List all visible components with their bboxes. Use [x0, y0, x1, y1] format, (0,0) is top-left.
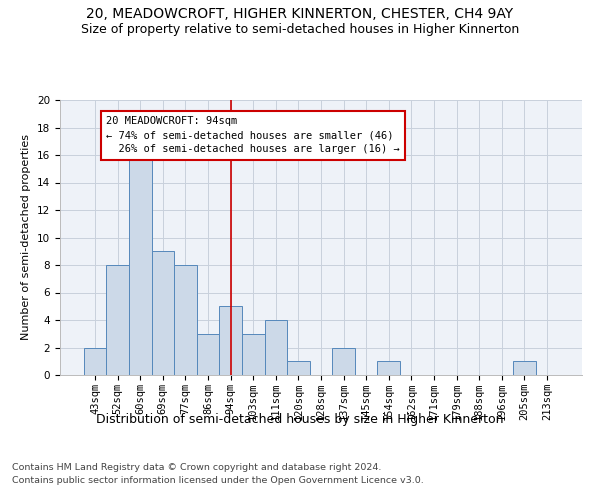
Bar: [174, 265, 197, 375]
Y-axis label: Number of semi-detached properties: Number of semi-detached properties: [22, 134, 31, 340]
Bar: [513, 361, 536, 375]
Text: Size of property relative to semi-detached houses in Higher Kinnerton: Size of property relative to semi-detach…: [81, 22, 519, 36]
Bar: [220, 306, 242, 375]
Bar: [287, 361, 310, 375]
Bar: [152, 251, 174, 375]
Bar: [129, 155, 152, 375]
Bar: [84, 348, 106, 375]
Bar: [242, 334, 265, 375]
Bar: [106, 265, 129, 375]
Text: 20, MEADOWCROFT, HIGHER KINNERTON, CHESTER, CH4 9AY: 20, MEADOWCROFT, HIGHER KINNERTON, CHEST…: [86, 8, 514, 22]
Text: Contains public sector information licensed under the Open Government Licence v3: Contains public sector information licen…: [12, 476, 424, 485]
Text: 20 MEADOWCROFT: 94sqm
← 74% of semi-detached houses are smaller (46)
  26% of se: 20 MEADOWCROFT: 94sqm ← 74% of semi-deta…: [106, 116, 400, 154]
Bar: [377, 361, 400, 375]
Bar: [197, 334, 220, 375]
Text: Distribution of semi-detached houses by size in Higher Kinnerton: Distribution of semi-detached houses by …: [96, 412, 504, 426]
Bar: [265, 320, 287, 375]
Text: Contains HM Land Registry data © Crown copyright and database right 2024.: Contains HM Land Registry data © Crown c…: [12, 462, 382, 471]
Bar: [332, 348, 355, 375]
